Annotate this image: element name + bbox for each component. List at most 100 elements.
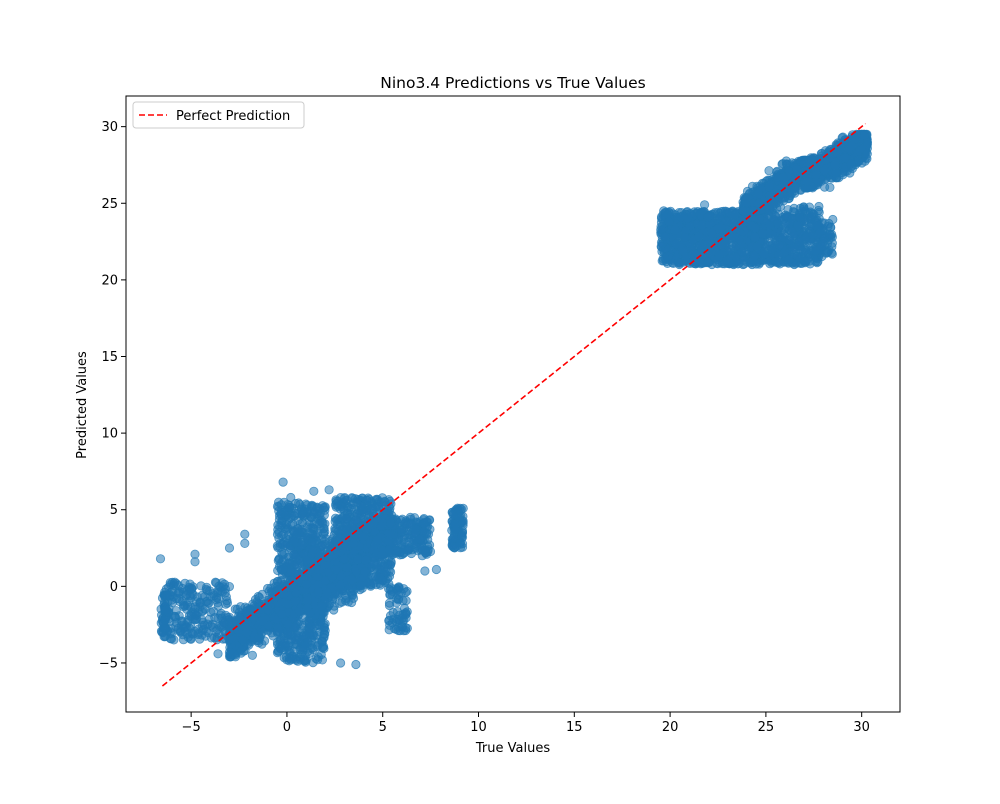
scatter-point <box>724 245 735 255</box>
scatter-point <box>665 206 676 216</box>
scatter-point <box>765 259 775 269</box>
scatter-point <box>396 515 406 526</box>
scatter-point <box>385 518 395 528</box>
scatter-point <box>376 497 386 507</box>
scatter-point <box>448 509 458 520</box>
scatter-point <box>386 529 396 539</box>
scatter-point <box>764 220 775 231</box>
scatter-point <box>750 232 760 242</box>
scatter-point <box>458 503 468 513</box>
scatter-point <box>392 537 402 547</box>
scatter-point <box>384 625 394 635</box>
scatter-point <box>285 502 295 512</box>
points-layer <box>155 129 873 670</box>
scatter-point <box>199 620 209 630</box>
scatter-point <box>342 562 352 572</box>
scatter-point <box>257 616 268 626</box>
scatter-point <box>737 247 747 257</box>
scatter-point <box>694 231 704 242</box>
scatter-point <box>309 507 319 517</box>
scatter-point <box>206 592 216 602</box>
scatter-point <box>660 232 670 242</box>
scatter-point <box>403 545 413 556</box>
scatter-point <box>290 552 301 562</box>
scatter-point <box>394 616 404 626</box>
scatter-point <box>404 536 414 546</box>
scatter-point <box>185 579 195 589</box>
scatter-point <box>360 567 370 577</box>
scatter-point <box>273 646 284 656</box>
scatter-point <box>197 590 207 600</box>
scatter-point <box>273 520 283 530</box>
scatter-point <box>275 538 285 549</box>
scatter-point <box>322 587 332 597</box>
scatter-point <box>342 513 352 524</box>
scatter-point <box>316 601 327 612</box>
scatter-point <box>249 613 259 623</box>
scatter-point <box>195 598 205 608</box>
scatter-point <box>166 627 176 637</box>
scatter-point <box>282 599 292 610</box>
scatter-point <box>289 527 299 537</box>
scatter-point <box>297 540 307 550</box>
scatter-point <box>377 550 387 560</box>
scatter-point <box>686 209 696 219</box>
scatter-point <box>372 560 382 570</box>
scatter-point <box>222 595 232 606</box>
scatter-point <box>313 587 323 597</box>
scatter-point <box>738 255 749 265</box>
scatter-point <box>300 650 310 661</box>
scatter-point <box>292 508 303 519</box>
scatter-point <box>273 497 284 507</box>
scatter-point <box>347 575 357 585</box>
scatter-point <box>793 220 803 230</box>
scatter-point <box>164 617 175 627</box>
scatter-point <box>283 619 293 629</box>
scatter-point <box>313 640 323 650</box>
scatter-point <box>754 214 764 224</box>
scatter-point <box>284 558 294 568</box>
scatter-point <box>339 554 349 565</box>
scatter-point <box>393 590 404 600</box>
scatter-point <box>384 544 394 555</box>
scatter-point <box>313 565 323 575</box>
scatter-point <box>187 628 197 638</box>
scatter-point <box>263 605 273 615</box>
scatter-point <box>226 624 236 634</box>
scatter-point <box>211 626 221 637</box>
scatter-point <box>451 541 461 551</box>
scatter-point <box>356 580 367 591</box>
scatter-point <box>697 220 707 230</box>
scatter-point <box>351 567 361 577</box>
scatter-point <box>184 611 194 621</box>
scatter-point <box>361 555 371 565</box>
scatter-point <box>288 535 298 546</box>
scatter-point <box>660 253 670 264</box>
scatter-point <box>784 235 794 245</box>
scatter-point <box>678 246 688 256</box>
scatter-point <box>720 237 731 247</box>
scatter-point <box>291 588 301 598</box>
scatter-point <box>335 504 345 514</box>
scatter-point <box>448 533 459 543</box>
scatter-point <box>353 554 363 565</box>
scatter-point <box>329 601 339 611</box>
scatter-point <box>377 575 387 585</box>
scatter-point <box>372 535 382 545</box>
scatter-point <box>161 605 171 615</box>
scatter-point <box>272 577 282 587</box>
scatter-point <box>294 606 304 616</box>
scatter-point <box>714 249 724 259</box>
scatter-point <box>301 579 312 590</box>
scatter-point <box>358 532 368 542</box>
scatter-point <box>283 629 293 639</box>
scatter-point <box>311 653 321 664</box>
scatter-point <box>336 571 346 581</box>
scatter-point <box>772 256 783 267</box>
scatter-point <box>177 583 188 594</box>
scatter-point <box>342 524 352 535</box>
scatter-point <box>342 495 352 505</box>
scatter-point <box>235 602 246 612</box>
